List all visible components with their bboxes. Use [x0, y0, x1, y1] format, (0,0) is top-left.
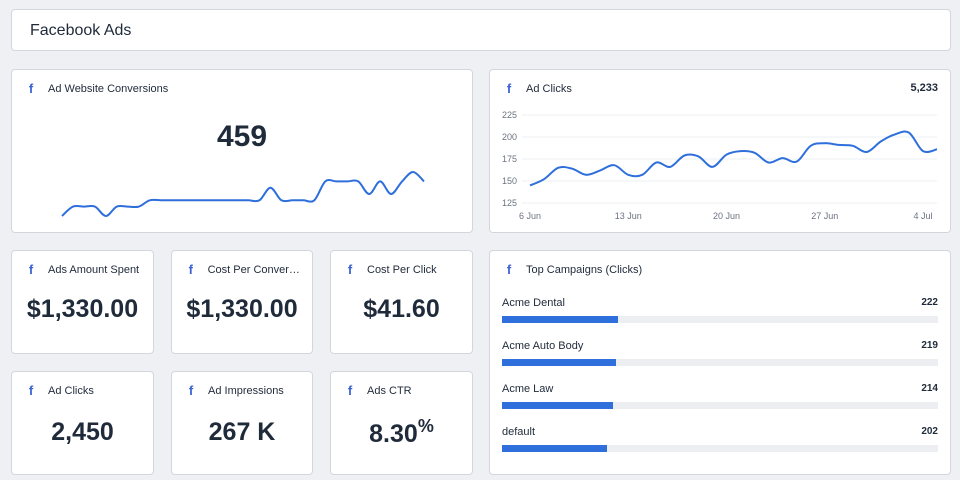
- campaign-value: 202: [921, 426, 938, 437]
- campaign-value: 222: [921, 297, 938, 308]
- metric-label: Ad Clicks: [48, 384, 94, 397]
- facebook-icon: f: [28, 262, 34, 277]
- metric-card-cost-per-click[interactable]: f Cost Per Click $41.60: [330, 250, 473, 354]
- metric-card-cost-per-conversion[interactable]: f Cost Per Conversi… $1,330.00: [171, 250, 313, 354]
- y-tick-label: 200: [502, 132, 517, 142]
- metric-card-header: f Ads CTR: [345, 384, 412, 397]
- metric-value-number: 8.30: [369, 420, 418, 448]
- campaign-name: Acme Auto Body: [502, 340, 584, 352]
- campaign-bar-track: [502, 316, 938, 323]
- metric-card-ad-clicks[interactable]: f Ad Clicks 2,450: [11, 371, 154, 475]
- campaign-bar-fill: [502, 359, 616, 366]
- campaign-value: 214: [921, 383, 938, 394]
- sparkline-path: [61, 170, 425, 218]
- metric-card-ads-ctr[interactable]: f Ads CTR 8.30%: [330, 371, 473, 475]
- y-tick-label: 225: [502, 110, 517, 120]
- top-campaigns-header: f Top Campaigns (Clicks): [504, 263, 642, 276]
- metric-card-header: f Ad Clicks: [26, 384, 94, 397]
- facebook-icon: f: [188, 262, 193, 277]
- campaign-bar-fill: [502, 316, 618, 323]
- series-line: [529, 130, 938, 187]
- campaign-value: 219: [921, 340, 938, 351]
- metric-label: Ads Amount Spent: [48, 263, 140, 276]
- campaign-name: default: [502, 426, 536, 438]
- ad-clicks-total: 5,233: [910, 82, 938, 94]
- campaign-bar-track: [502, 402, 938, 409]
- metric-card-header: f Cost Per Click: [345, 263, 437, 276]
- metric-label: Ads CTR: [367, 384, 412, 397]
- dashboard-header: Facebook Ads: [11, 9, 951, 51]
- y-tick-label: 150: [502, 176, 517, 186]
- page-title: Facebook Ads: [30, 22, 132, 39]
- metric-card-header: f Cost Per Conversi…: [186, 263, 304, 276]
- metric-card-ad-impressions[interactable]: f Ad Impressions 267 K: [171, 371, 313, 475]
- metric-label: Cost Per Conversi…: [207, 263, 304, 276]
- campaign-bar-track: [502, 359, 938, 366]
- facebook-icon: f: [28, 383, 34, 398]
- facebook-icon: f: [347, 383, 353, 398]
- x-tick-label: 27 Jun: [811, 211, 838, 221]
- conversions-card-header: f Ad Website Conversions: [26, 82, 168, 95]
- campaign-bar-track: [502, 445, 938, 452]
- facebook-icon: f: [28, 81, 34, 96]
- campaign-bar-fill: [502, 445, 608, 452]
- metric-label: Ad Impressions: [208, 384, 284, 397]
- metric-value: 2,450: [51, 418, 114, 446]
- x-tick-label: 13 Jun: [615, 211, 642, 221]
- conversions-value: 459: [216, 120, 268, 153]
- campaign-bar-fill: [502, 402, 614, 409]
- metric-card-amount-spent[interactable]: f Ads Amount Spent $1,330.00: [11, 250, 154, 354]
- metric-label: Cost Per Click: [367, 263, 437, 276]
- campaign-name: Acme Dental: [502, 297, 565, 309]
- metric-value: $41.60: [363, 295, 440, 323]
- top-campaigns-label: Top Campaigns (Clicks): [526, 263, 643, 276]
- metric-value: 8.30%: [331, 416, 472, 449]
- facebook-icon: f: [506, 81, 512, 96]
- ad-clicks-chart-header: f Ad Clicks: [504, 82, 572, 95]
- x-tick-label: 6 Jun: [519, 211, 541, 221]
- y-tick-label: 175: [502, 154, 517, 164]
- facebook-icon: f: [506, 262, 512, 277]
- metric-card-header: f Ad Impressions: [186, 384, 284, 397]
- x-tick-label: 4 Jul: [913, 211, 932, 221]
- conversions-card[interactable]: f Ad Website Conversions 459: [11, 69, 473, 233]
- metric-value: 267 K: [208, 418, 276, 446]
- x-tick-label: 20 Jun: [713, 211, 740, 221]
- metric-value: $1,330.00: [186, 295, 298, 323]
- y-tick-label: 125: [502, 198, 517, 208]
- metric-value-unit: %: [417, 416, 434, 436]
- facebook-icon: f: [347, 262, 353, 277]
- conversions-sparkline: [61, 170, 425, 218]
- ad-clicks-chart-card[interactable]: f Ad Clicks 5,233 225 200 175 150 125 6 Jun 13…: [489, 69, 951, 233]
- facebook-icon: f: [188, 383, 194, 398]
- metric-card-header: f Ads Amount Spent: [26, 263, 139, 276]
- metric-value: $1,330.00: [26, 295, 139, 323]
- top-campaigns-card[interactable]: f Top Campaigns (Clicks) Acme Dental 222…: [489, 250, 951, 475]
- campaign-name: Acme Law: [502, 383, 554, 395]
